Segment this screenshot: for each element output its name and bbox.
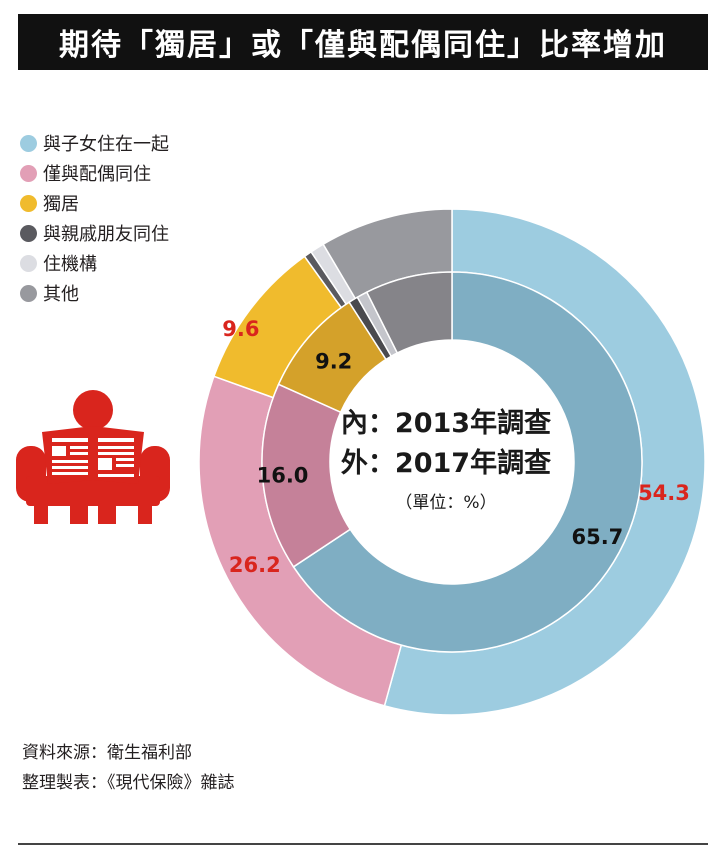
center-inner-label: 內：2013年調查 [341,407,551,439]
outer-value-label: 9.6 [222,317,259,341]
source-line-1: 資料來源：衛生福利部 [22,743,192,763]
legend-swatch [20,194,37,212]
legend-swatch [20,254,37,272]
legend: 與子女住在一起 僅與配偶同住 獨居與親戚朋友同住 住機構其他 [20,128,169,308]
newspaper-reader-icon [16,390,170,524]
legend-label: 其他 [43,284,79,305]
legend-item: 住機構 [20,248,169,278]
legend-swatch [20,284,37,302]
legend-label: 僅與配偶同住 [43,164,151,185]
outer-value-label: 26.2 [229,553,281,577]
inner-value-label: 9.2 [315,349,352,373]
legend-label: 住機構 [43,254,97,275]
legend-item: 獨居 [20,188,169,218]
center-outer-label: 外：2017年調查 [341,447,551,479]
outer-value-label: 54.3 [638,481,690,505]
legend-swatch [20,164,37,182]
legend-label: 獨居 [43,194,79,215]
legend-item: 僅與配偶同住 [20,158,169,188]
legend-item: 其他 [20,278,169,308]
center-unit-label: （單位：%） [395,493,496,513]
legend-swatch [20,134,37,152]
value-labels: 65.7 16.0 9.2 54.3 26.2 9.6 [222,317,690,577]
legend-label: 與子女住在一起 [43,134,169,155]
chart-title: 期待「獨居」或「僅與配偶同住」比率增加 [18,14,708,70]
legend-item: 與子女住在一起 [20,128,169,158]
inner-value-label: 65.7 [571,525,623,549]
source-line-2: 整理製表：《現代保險》雜誌 [22,773,235,793]
legend-swatch [20,224,37,242]
legend-label: 與親戚朋友同住 [43,224,169,245]
legend-item: 與親戚朋友同住 [20,218,169,248]
bottom-divider [18,843,708,845]
inner-value-label: 16.0 [257,464,309,488]
source-notes: 資料來源：衛生福利部 整理製表：《現代保險》雜誌 [22,738,235,798]
